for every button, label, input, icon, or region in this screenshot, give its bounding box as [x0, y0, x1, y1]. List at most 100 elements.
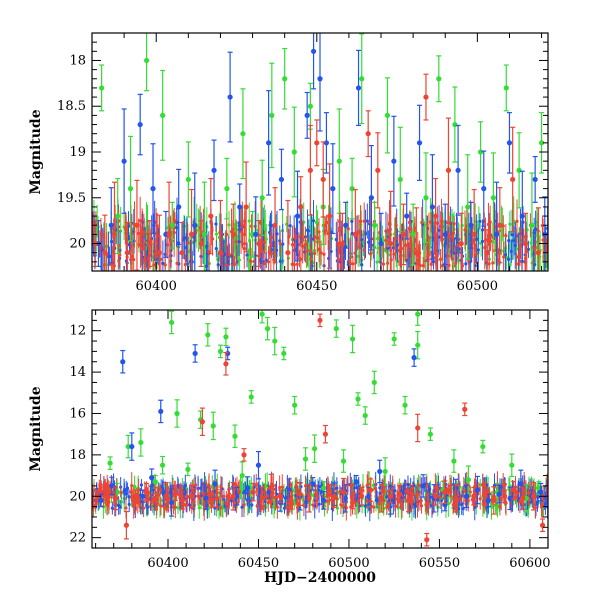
bottom-bg-point	[393, 504, 398, 508]
series-2-point	[143, 489, 149, 495]
top-bg-point	[422, 243, 427, 247]
top-bg-point	[429, 262, 433, 266]
series-1-point	[158, 408, 164, 415]
top-bg-point	[174, 225, 179, 230]
series-0-point	[529, 222, 535, 228]
series-1-point	[212, 481, 218, 487]
bottom-bg-point	[132, 484, 137, 489]
top-bg-point	[322, 252, 326, 256]
series-2-point	[307, 167, 313, 173]
bottom-bg-point	[325, 499, 329, 503]
series-0-point	[490, 195, 497, 201]
series-0-point	[302, 456, 309, 462]
series-2-point	[484, 250, 490, 256]
top-bg-point	[515, 219, 519, 223]
top-bg-point	[470, 240, 475, 245]
top-y-axis-label: Magnitude	[28, 109, 44, 194]
series-2-point	[102, 250, 108, 256]
bottom-x-axis-label: HJD−2400000	[264, 570, 376, 586]
bottom-bg-point	[303, 500, 307, 504]
series-1-point	[120, 359, 126, 365]
bottom-bg-point	[118, 505, 122, 509]
top-bg-point	[301, 237, 305, 242]
top-bg-point	[312, 251, 317, 256]
series-0-point	[210, 423, 216, 429]
top-bg-point	[142, 230, 146, 234]
top-bg-point	[130, 254, 134, 258]
top-bg-point	[365, 219, 369, 223]
top-bg-point	[416, 258, 420, 262]
series-1-point	[538, 489, 544, 495]
top-bg-point	[513, 243, 517, 248]
bottom-bg-point	[119, 500, 124, 504]
series-0-point	[397, 176, 403, 183]
series-1-point	[416, 140, 423, 146]
series-1-point	[378, 240, 384, 247]
top-bg-point	[183, 263, 187, 267]
series-1-point	[317, 76, 323, 82]
series-2-point	[285, 250, 291, 256]
series-2-point	[352, 231, 358, 237]
top-bg-point	[397, 248, 401, 252]
series-0-point	[465, 204, 471, 210]
series-0-point	[480, 443, 486, 450]
top-bg-point	[309, 249, 313, 253]
bottom-bg-point	[295, 501, 299, 506]
series-2-point	[501, 493, 508, 499]
series-2-point	[471, 493, 477, 499]
top-bg-point	[427, 236, 431, 240]
top-bg-point	[127, 243, 132, 247]
series-0-point	[349, 336, 356, 342]
series-1-point	[468, 222, 474, 228]
x-tick-label: 60550	[419, 556, 460, 571]
top-bg-point	[314, 220, 319, 225]
bottom-bg-point	[461, 506, 465, 511]
bottom-bg-point	[201, 491, 205, 496]
bottom-bg-point	[365, 484, 369, 488]
bottom-bg-point	[93, 503, 97, 507]
series-0-point	[359, 76, 365, 82]
bottom-bg-point	[545, 485, 548, 489]
top-bg-point	[362, 248, 367, 252]
top-bg-point	[334, 237, 338, 242]
series-0-point	[169, 222, 175, 228]
series-1-point	[278, 176, 285, 183]
series-1-point	[404, 213, 410, 219]
series-1-point	[121, 158, 127, 164]
top-bg-point	[386, 229, 390, 233]
series-1-point	[150, 186, 156, 192]
top-bg-point	[290, 262, 294, 266]
series-2-point	[445, 167, 452, 173]
y-tick-label: 14	[69, 365, 86, 380]
bottom-bg-point	[428, 495, 432, 499]
top-bg-point	[504, 234, 508, 238]
bottom-bg-point	[409, 501, 414, 505]
top-bg-point	[508, 222, 512, 226]
bottom-bg-point	[127, 502, 131, 507]
series-2-point	[112, 495, 119, 501]
top-bg-point	[258, 247, 263, 251]
top-bg-point	[172, 230, 176, 235]
top-bg-point	[138, 219, 142, 223]
top-bg-point	[386, 246, 390, 250]
top-bg-point	[420, 220, 424, 225]
bottom-bg-point	[486, 490, 490, 494]
top-bg-point	[307, 229, 311, 233]
top-bg-point	[368, 252, 373, 256]
series-2-point	[539, 522, 546, 528]
bottom-bg-point	[119, 490, 123, 495]
top-bg-point	[92, 225, 95, 229]
bottom-bg-point	[539, 504, 544, 508]
top-bg-point	[533, 247, 537, 251]
bottom-bg-point	[446, 487, 450, 491]
bottom-bg-point	[412, 502, 416, 507]
series-2-point	[188, 493, 195, 499]
bottom-bg-point	[311, 503, 315, 507]
top-bg-point	[342, 249, 346, 253]
top-bg-point	[207, 250, 211, 254]
series-0-point	[465, 477, 471, 483]
series-0-point	[402, 402, 408, 408]
top-bg-point	[491, 261, 495, 265]
bottom-bg-point	[424, 503, 428, 507]
x-tick-label: 60400	[136, 279, 177, 294]
